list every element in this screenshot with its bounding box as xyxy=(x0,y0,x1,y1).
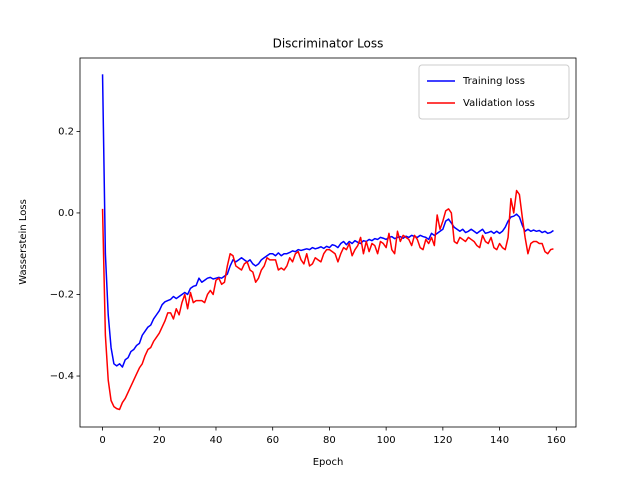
chart-title: Discriminator Loss xyxy=(273,37,384,51)
y-tick-label: 0.0 xyxy=(58,208,74,219)
x-tick-label: 20 xyxy=(153,435,166,446)
y-tick-label: −0.4 xyxy=(50,371,74,382)
x-tick-label: 80 xyxy=(323,435,336,446)
x-tick-label: 140 xyxy=(490,435,509,446)
legend-label: Validation loss xyxy=(463,98,535,109)
line xyxy=(101,189,554,411)
plot-frame xyxy=(79,57,577,428)
line xyxy=(101,74,554,368)
legend-label: Training loss xyxy=(462,76,525,87)
y-tick-label: −0.2 xyxy=(50,289,74,300)
x-tick-label: 0 xyxy=(99,435,105,446)
y-axis-label: Wasserstein Loss xyxy=(18,199,29,285)
x-axis-label: Epoch xyxy=(313,457,344,468)
x-tick-label: 160 xyxy=(547,435,566,446)
x-tick-label: 40 xyxy=(210,435,223,446)
x-tick-label: 60 xyxy=(266,435,279,446)
x-tick-label: 100 xyxy=(377,435,396,446)
x-tick-label: 120 xyxy=(433,435,452,446)
y-tick-label: 0.2 xyxy=(58,126,74,137)
legend-box xyxy=(418,64,570,120)
